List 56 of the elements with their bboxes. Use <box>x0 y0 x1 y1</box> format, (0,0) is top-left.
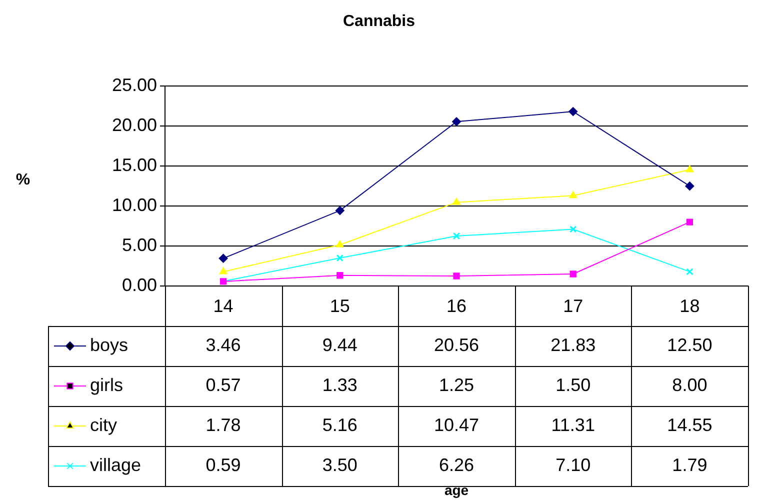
data-label: 8.00 <box>672 374 708 395</box>
y-tick-label: 20.00 <box>112 115 157 136</box>
point <box>453 272 460 280</box>
data-label: 9.44 <box>322 334 358 355</box>
point <box>335 206 344 216</box>
data-label: 1.78 <box>206 414 241 435</box>
point <box>685 182 694 191</box>
point <box>219 267 228 274</box>
data-label: 0.57 <box>206 374 241 395</box>
point <box>569 191 578 198</box>
x-tick-label: 17 <box>563 296 584 316</box>
x-tick-label: 15 <box>330 296 350 316</box>
legend-label: girls <box>90 374 124 395</box>
data-label: 1.50 <box>556 374 591 395</box>
data-label: 7.10 <box>556 454 591 475</box>
text: % <box>16 171 30 188</box>
data-label: 11.31 <box>551 414 595 435</box>
legend-label: village <box>90 454 142 475</box>
chart-title: Cannabis <box>342 13 416 30</box>
data-label: 21.83 <box>550 334 596 355</box>
point <box>570 226 577 233</box>
data-label: 20.56 <box>434 334 480 355</box>
x-tick-label: 16 <box>446 296 467 316</box>
point <box>568 107 578 116</box>
point <box>336 240 344 248</box>
legend-label: boys <box>90 334 128 355</box>
text: age <box>444 482 469 498</box>
data-label: 10.47 <box>434 414 480 435</box>
legend-label: city <box>90 414 117 435</box>
point <box>686 268 694 276</box>
y-tick-label: 15.00 <box>112 155 157 176</box>
data-label: 3.50 <box>322 454 358 475</box>
point <box>570 270 576 278</box>
data-label: 1.33 <box>322 374 358 395</box>
data-label: 3.46 <box>206 334 241 355</box>
point <box>452 232 460 240</box>
point <box>686 165 694 172</box>
y-tick-label: 25.00 <box>112 75 157 96</box>
data-label: 5.16 <box>322 414 358 435</box>
data-label: 12.50 <box>667 334 712 355</box>
data-label: 0.59 <box>206 454 241 475</box>
point <box>686 218 694 226</box>
point <box>452 117 461 126</box>
point <box>336 254 344 262</box>
point <box>218 254 228 263</box>
data-label: 1.25 <box>438 374 474 395</box>
x-tick-label: 14 <box>213 296 234 316</box>
y-tick-label: 5.00 <box>122 235 157 256</box>
point <box>452 198 460 205</box>
data-label: 6.26 <box>438 454 474 475</box>
point <box>336 272 344 279</box>
y-tick-label: 10.00 <box>112 195 157 216</box>
data-label: 1.79 <box>672 454 708 475</box>
x-tick-label: 18 <box>680 296 700 316</box>
y-tick-label: 0.00 <box>122 274 157 295</box>
data-label: 14.55 <box>667 414 712 435</box>
